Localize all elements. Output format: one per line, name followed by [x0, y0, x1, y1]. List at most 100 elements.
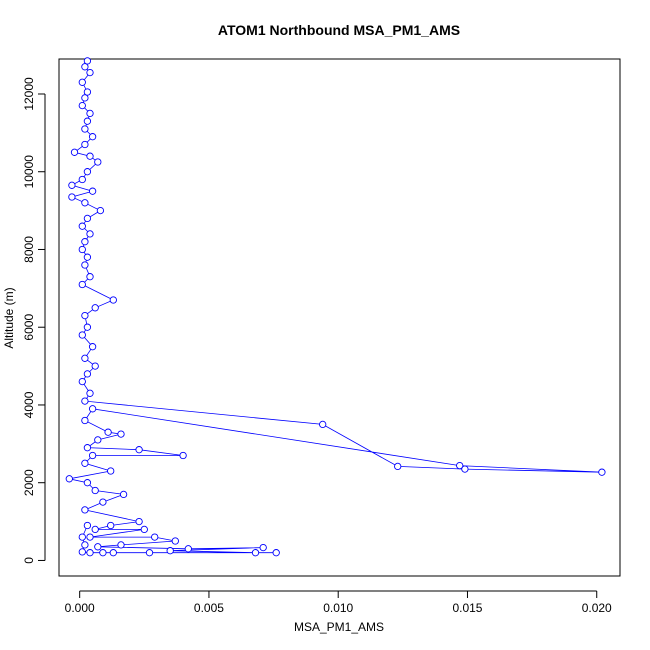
- data-point: [184, 545, 192, 553]
- data-point: [86, 389, 94, 397]
- y-tick-label: 4000: [22, 391, 36, 418]
- data-point: [78, 101, 86, 110]
- data-point: [394, 462, 402, 471]
- data-point: [107, 467, 115, 475]
- data-point: [88, 451, 97, 460]
- data-point: [81, 238, 89, 246]
- y-tick-label: 0: [22, 557, 36, 564]
- y-axis: 0 2000 4000 6000 8000 10000 12000: [22, 77, 46, 564]
- data-point: [83, 323, 92, 331]
- y-axis-label: Altitude (m): [2, 287, 16, 348]
- y-tick-label: 2000: [22, 469, 36, 496]
- data-point: [86, 533, 94, 541]
- data-point: [259, 543, 267, 552]
- data-point: [96, 206, 105, 215]
- data-point: [135, 446, 143, 454]
- data-point: [86, 152, 94, 160]
- data-point: [78, 331, 86, 339]
- plot-area: [58, 58, 621, 577]
- data-point: [456, 461, 464, 470]
- data-point: [81, 140, 89, 149]
- data-point: [151, 533, 159, 541]
- data-point: [598, 468, 606, 476]
- data-point: [70, 148, 79, 156]
- data-point: [78, 377, 86, 386]
- data-point: [83, 88, 92, 96]
- data-point: [135, 517, 143, 526]
- data-point: [117, 541, 125, 549]
- data-point: [81, 63, 89, 71]
- data-point: [99, 498, 107, 506]
- data-point: [272, 549, 280, 557]
- data-point: [94, 436, 102, 444]
- x-tick-label: 0.000: [65, 601, 95, 615]
- data-point: [88, 187, 97, 195]
- data-point: [83, 444, 92, 452]
- data-point: [78, 533, 86, 541]
- chart-title: ATOM1 Northbound MSA_PM1_AMS: [218, 22, 460, 38]
- x-tick-label: 0.005: [194, 601, 224, 615]
- data-point: [94, 543, 102, 551]
- data-point: [166, 547, 174, 555]
- data-point: [78, 175, 86, 184]
- data-point: [461, 465, 469, 473]
- data-point: [86, 273, 94, 281]
- data-point: [117, 430, 125, 438]
- x-axis-label: MSA_PM1_AMS: [294, 620, 384, 634]
- data-point: [88, 405, 97, 413]
- data-point: [78, 78, 86, 86]
- data-point: [107, 521, 115, 530]
- data-point: [99, 549, 107, 557]
- data-point: [88, 343, 97, 351]
- data-point: [81, 199, 89, 207]
- x-axis: 0.000 0.005 0.010 0.015 0.020: [65, 590, 612, 615]
- x-tick-label: 0.020: [582, 601, 612, 615]
- data-point: [91, 525, 99, 534]
- data-point: [319, 420, 327, 429]
- data-point: [91, 486, 99, 495]
- data-point: [94, 158, 102, 166]
- y-tick-label: 6000: [22, 314, 36, 341]
- data-point: [68, 193, 76, 201]
- data-point: [68, 181, 76, 189]
- data-point: [109, 549, 117, 557]
- data-point: [104, 428, 112, 436]
- data-point: [171, 537, 179, 545]
- data-point: [65, 475, 73, 483]
- data-point: [91, 362, 99, 370]
- data-point: [81, 506, 89, 514]
- y-tick-label: 8000: [22, 236, 36, 263]
- data-point: [78, 548, 86, 556]
- data-point: [109, 296, 117, 304]
- x-tick-label: 0.015: [452, 601, 482, 615]
- data-point: [179, 451, 187, 460]
- data-point: [83, 168, 92, 176]
- data-point: [91, 304, 99, 312]
- data-point: [81, 261, 89, 269]
- data-point: [81, 125, 89, 133]
- data-point: [86, 549, 94, 557]
- data-point: [81, 541, 89, 549]
- data-point: [83, 253, 92, 261]
- data-point: [145, 549, 154, 557]
- data-point: [86, 109, 94, 118]
- data-point: [81, 311, 89, 320]
- data-point: [83, 57, 92, 65]
- data-point: [88, 133, 97, 141]
- data-point: [251, 549, 260, 557]
- data-point: [81, 94, 89, 102]
- data-point: [81, 416, 89, 425]
- data-point: [140, 525, 148, 534]
- data-point: [81, 354, 89, 362]
- data-point: [83, 479, 92, 487]
- data-point: [83, 521, 92, 530]
- data-point: [86, 68, 94, 77]
- data-point: [81, 459, 89, 467]
- data-point: [78, 245, 86, 254]
- data-point: [86, 230, 94, 238]
- y-tick-label: 10000: [22, 155, 36, 189]
- y-tick-label: 12000: [22, 77, 36, 111]
